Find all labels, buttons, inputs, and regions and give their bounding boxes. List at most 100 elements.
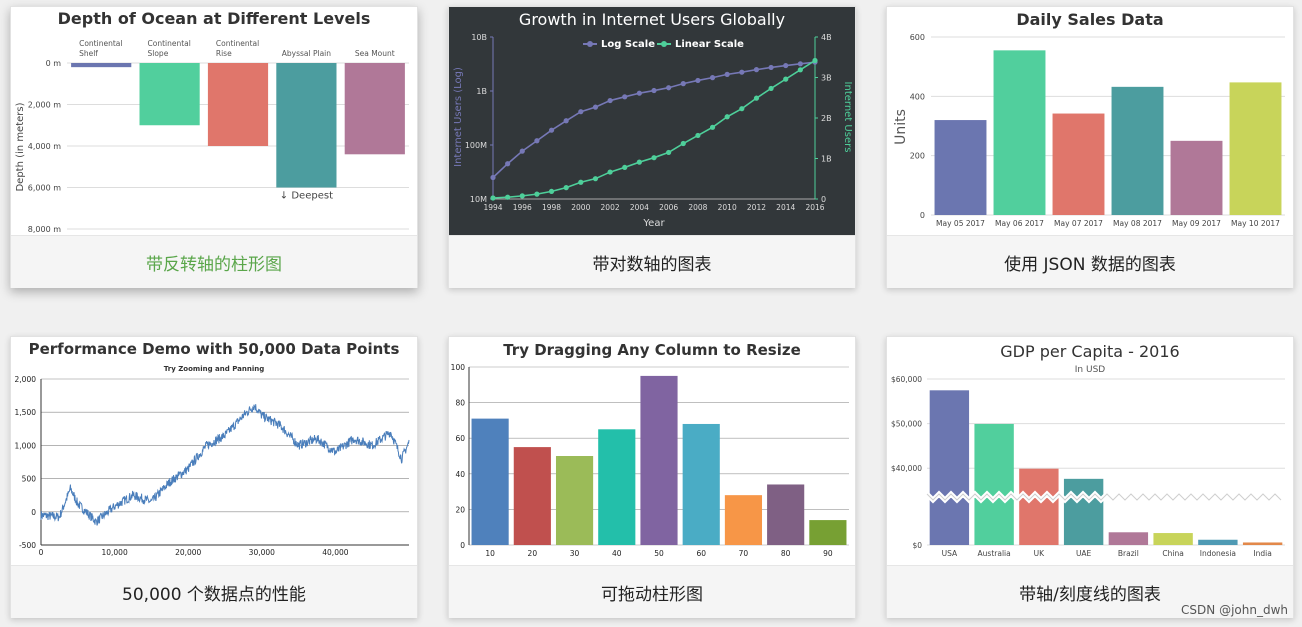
y-tick-label: 2,000	[15, 375, 37, 384]
chart-card-reversed-axis[interactable]: Depth of Ocean at Different Levels Depth …	[10, 6, 418, 288]
bar	[139, 63, 200, 126]
x-tick-label: 0	[39, 548, 44, 557]
x-tick-label: Indonesia	[1200, 549, 1236, 558]
category-label: Continental	[79, 39, 122, 48]
chart-card-performance[interactable]: Performance Demo with 50,000 Data Points…	[10, 336, 418, 618]
data-point	[812, 57, 818, 64]
chart-plot: Daily Sales Data Units 0 200 400 600 May 05 20…	[887, 7, 1293, 235]
legend-entry: Linear Scale	[675, 39, 744, 50]
chart-card-axis-break[interactable]: GDP per Capita - 2016 In USD $0 $40,000 $50,…	[886, 336, 1294, 618]
draggable-column[interactable]	[724, 495, 763, 545]
y-tick-label-right: 1B	[821, 155, 832, 164]
legend-entry: Log Scale	[601, 39, 655, 50]
x-tick-label: 2008	[688, 203, 707, 212]
chart-title: Depth of Ocean at Different Levels	[58, 9, 371, 28]
x-tick-label: 1996	[513, 203, 532, 212]
data-point	[519, 148, 525, 154]
data-point	[724, 71, 730, 77]
x-tick-label: 1998	[542, 203, 561, 212]
x-tick-label: 2012	[747, 203, 766, 212]
draggable-column[interactable]	[682, 423, 720, 545]
bar	[1153, 533, 1193, 545]
draggable-column[interactable]	[513, 447, 551, 545]
chart-subtitle: Try Zooming and Panning	[164, 365, 264, 373]
bar	[993, 50, 1046, 215]
data-point	[739, 69, 745, 75]
draggable-column[interactable]	[640, 375, 678, 545]
chart-card-log-axis[interactable]: Growth in Internet Users Globally 10M 100M…	[448, 6, 856, 288]
x-tick-label: 2010	[718, 203, 737, 212]
chart-card-draggable[interactable]: Try Dragging Any Column to Resize 0 20 40 60…	[448, 336, 856, 618]
draggable-column[interactable]	[471, 418, 509, 545]
draggable-column[interactable]	[598, 429, 636, 545]
data-point	[563, 118, 569, 124]
y-tick-label-right: 3B	[821, 74, 832, 83]
performance-chart: Performance Demo with 50,000 Data Points…	[15, 340, 410, 557]
chart-caption[interactable]: 带轴/刻度线的图表	[887, 565, 1293, 618]
y-tick-label: 100	[451, 363, 466, 372]
x-tick-label: May 06 2017	[995, 219, 1044, 228]
data-point	[739, 106, 745, 112]
y-tick-label: 1,000	[15, 441, 37, 450]
chart-caption[interactable]: 可拖动柱形图	[449, 565, 855, 618]
data-point	[651, 87, 657, 94]
bar	[1198, 539, 1238, 545]
data-point	[666, 85, 672, 91]
bar	[71, 63, 132, 68]
x-tick-label: Australia	[978, 549, 1011, 558]
chart-caption[interactable]: 使用 JSON 数据的图表	[887, 235, 1293, 288]
category-label: Shelf	[79, 49, 98, 58]
bar	[1108, 532, 1149, 545]
y-tick-label: 200	[910, 152, 925, 161]
chart-caption[interactable]: 50,000 个数据点的性能	[11, 565, 417, 618]
category-label: Sea Mount	[355, 49, 395, 58]
data-point	[534, 138, 540, 144]
category-label: Continental	[216, 39, 259, 48]
draggable-column[interactable]	[555, 456, 594, 545]
chart-title: GDP per Capita - 2016	[1000, 342, 1179, 361]
chart-title: Performance Demo with 50,000 Data Points	[29, 340, 400, 358]
chart-caption[interactable]: 带对数轴的图表	[449, 235, 855, 288]
data-point	[753, 67, 760, 73]
x-tick-label: UK	[1034, 549, 1045, 558]
draggable-column[interactable]	[767, 484, 805, 545]
x-tick-label: 20	[528, 549, 538, 558]
data-point	[680, 81, 686, 87]
data-point	[753, 95, 760, 101]
draggable-column[interactable]	[809, 520, 847, 545]
bar	[344, 63, 405, 155]
x-tick-label: Brazil	[1118, 549, 1139, 558]
data-point	[607, 169, 613, 175]
y-tick-label: 0	[31, 508, 36, 517]
y-tick-label: 0	[920, 211, 925, 220]
data-point	[505, 161, 511, 167]
y-tick-label: 40	[455, 470, 465, 479]
deepest-annotation: ↓ Deepest	[280, 191, 333, 202]
chart-caption[interactable]: 带反转轴的柱形图	[11, 235, 417, 288]
bar	[1111, 86, 1164, 215]
bar	[207, 63, 269, 146]
bar	[1052, 113, 1105, 215]
chart-plot: Try Dragging Any Column to Resize 0 20 40 60…	[449, 337, 855, 565]
y-tick-label: 600	[910, 33, 925, 42]
x-tick-label: 50	[654, 549, 664, 558]
x-tick-label: May 08 2017	[1113, 219, 1162, 228]
x-tick-label: May 10 2017	[1231, 219, 1280, 228]
y-tick-label: -500	[19, 541, 36, 550]
chart-title: Try Dragging Any Column to Resize	[503, 341, 801, 359]
bar	[276, 63, 337, 188]
category-label: Rise	[216, 49, 232, 58]
chart-card-json-data[interactable]: Daily Sales Data Units 0 200 400 600 May 05 20…	[886, 6, 1294, 288]
x-tick-label: 80	[781, 549, 791, 558]
x-tick-label: 40	[612, 549, 622, 558]
data-point	[519, 193, 525, 199]
y-tick-label: $60,000	[891, 375, 922, 384]
y-axis-label-left: Internet Users (Log)	[453, 67, 464, 167]
data-point	[783, 76, 789, 82]
bar	[1229, 82, 1282, 215]
x-tick-label: 2004	[630, 203, 649, 212]
data-point	[709, 124, 716, 130]
y-tick-label-left: 10B	[471, 33, 487, 42]
x-tick-label: 20,000	[175, 548, 201, 557]
bar	[934, 120, 987, 215]
